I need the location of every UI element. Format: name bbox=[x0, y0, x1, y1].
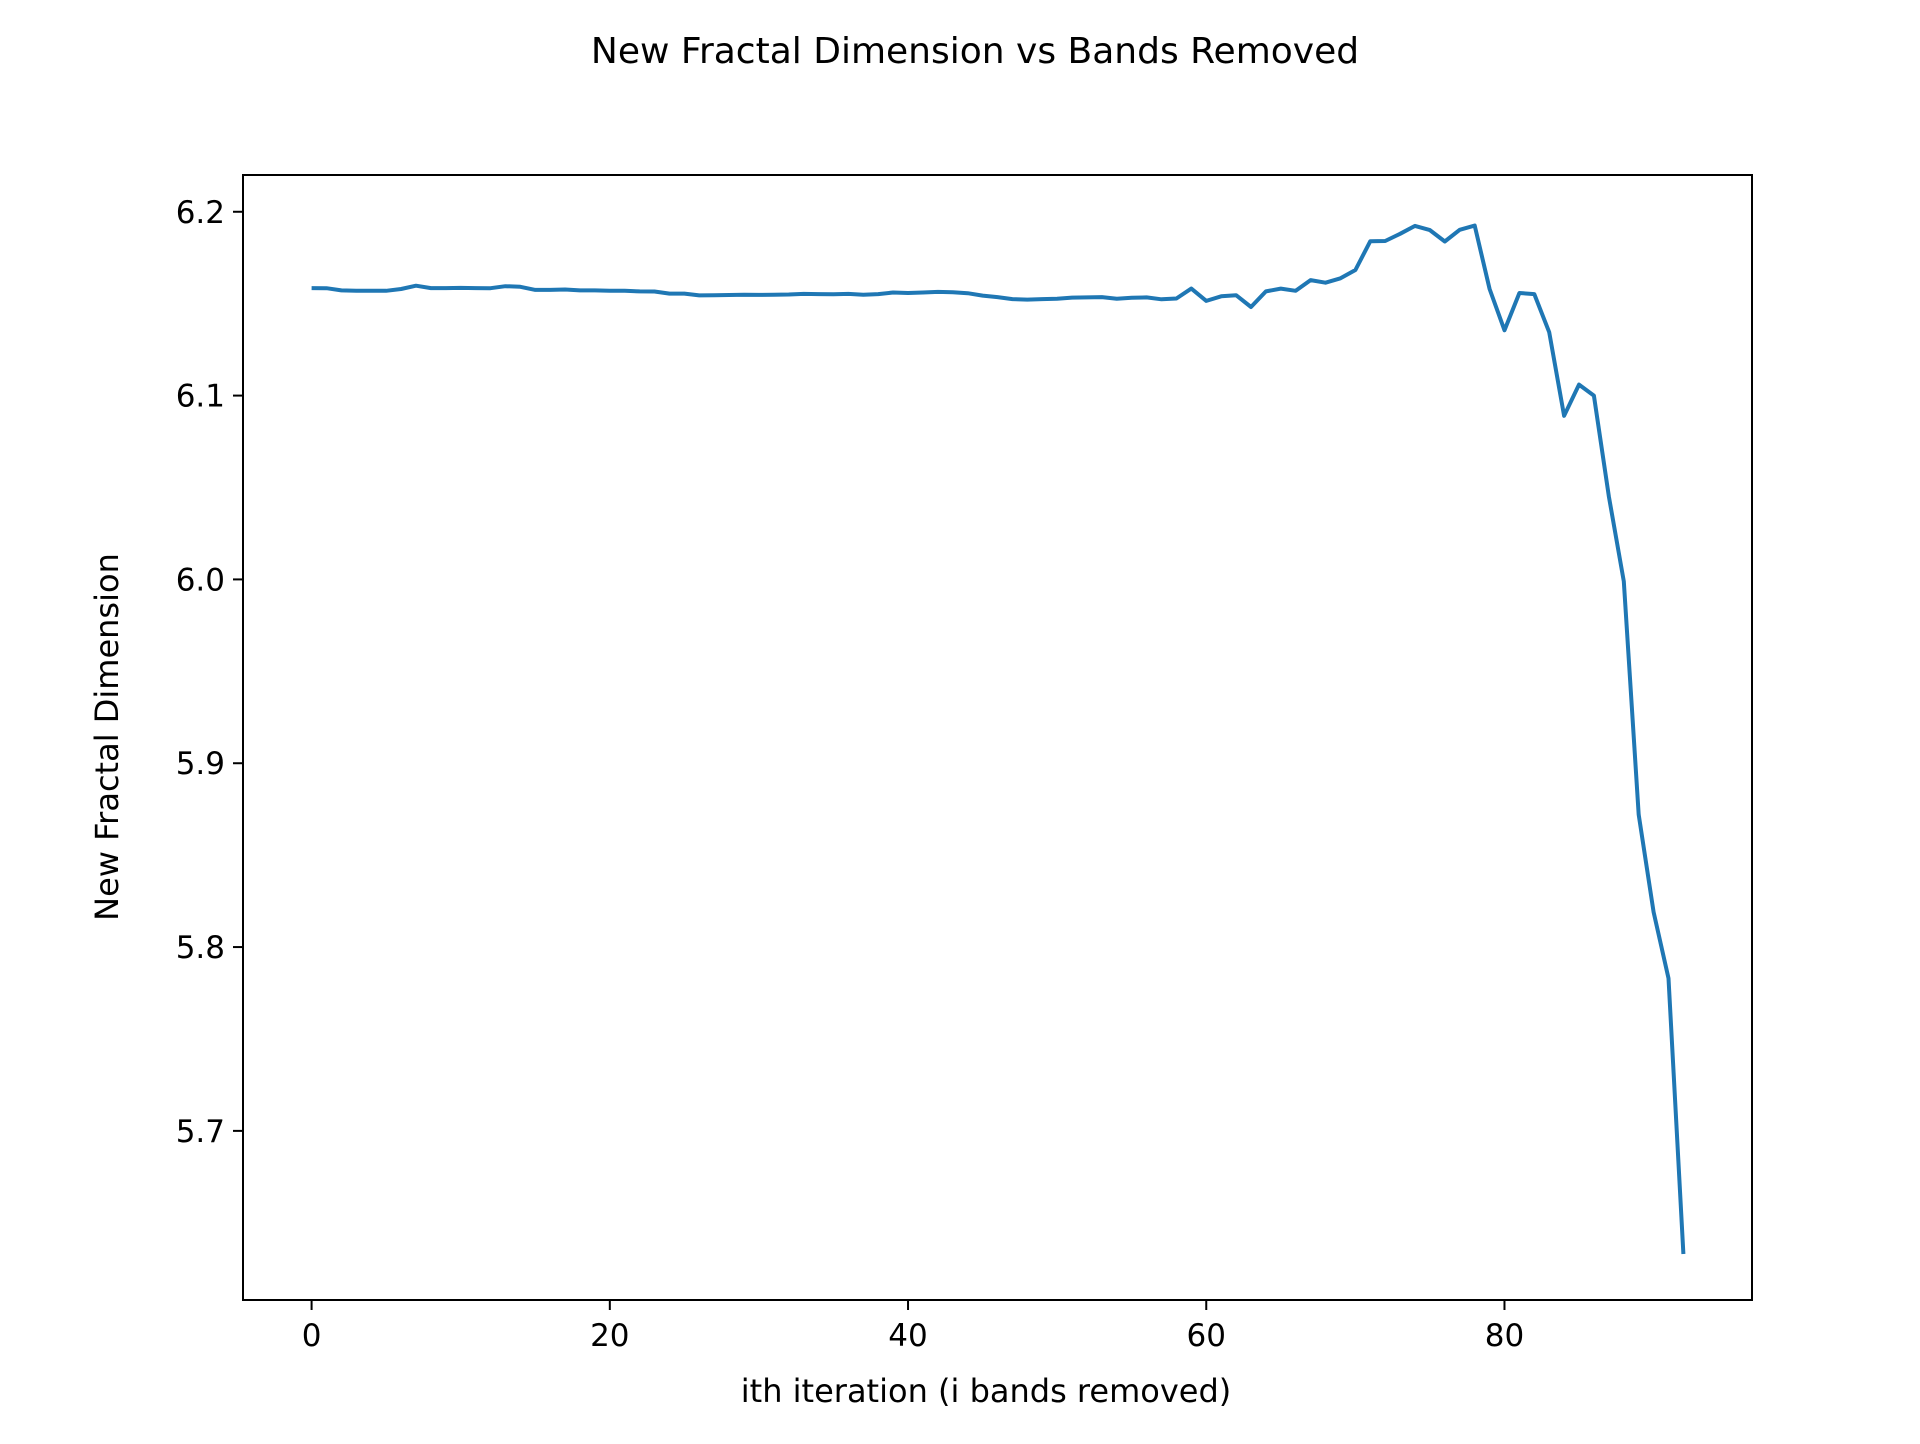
plot-area bbox=[311, 223, 1686, 1255]
x-axis-label: ith iteration (i bands removed) bbox=[741, 1372, 1231, 1410]
x-tick-label: 20 bbox=[590, 1318, 629, 1354]
series-line-0 bbox=[311, 223, 1686, 1255]
y-tick-label: 5.8 bbox=[176, 930, 225, 966]
y-tick-label: 5.7 bbox=[176, 1114, 225, 1150]
x-tick-label: 40 bbox=[888, 1318, 927, 1354]
x-tick-label: 60 bbox=[1187, 1318, 1226, 1354]
x-tick-label: 0 bbox=[302, 1318, 322, 1354]
x-tick-label: 80 bbox=[1485, 1318, 1524, 1354]
y-tick-label: 6.0 bbox=[176, 562, 225, 598]
y-tick-label: 6.1 bbox=[176, 379, 225, 415]
axes-frame bbox=[242, 174, 1753, 1301]
axis-ticks: 0 20 40 60 80 5.7 5.8 5.9 6.0 6.1 6.2 bbox=[176, 195, 1525, 1354]
y-tick-label: 5.9 bbox=[176, 746, 225, 782]
y-tick-label: 6.2 bbox=[176, 195, 225, 231]
chart-title: New Fractal Dimension vs Bands Removed bbox=[591, 31, 1359, 72]
y-axis-label: New Fractal Dimension bbox=[88, 553, 126, 921]
